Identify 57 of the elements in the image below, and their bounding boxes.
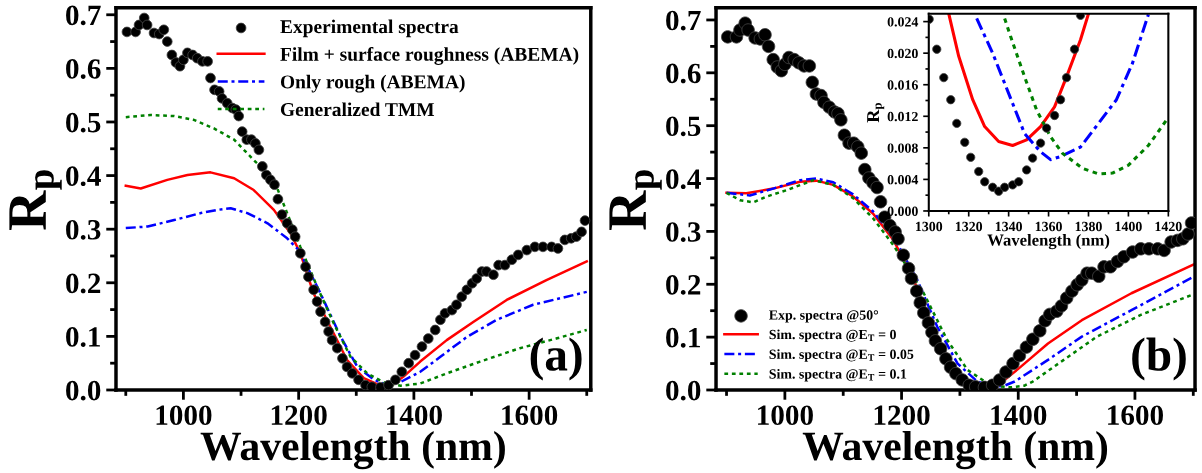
legend-label: Film + surface roughness (ABEMA) <box>280 46 579 65</box>
y-tick-label: 0.7 <box>66 5 101 26</box>
y-tick-label: 0.008 <box>887 143 918 153</box>
x-axis-title: Wavelength (nm) <box>802 431 1108 470</box>
x-axis-title: Wavelength (nm) <box>987 233 1110 250</box>
legend-label: Sim. spectra @E$_{T}$ = 0.1 <box>769 368 907 382</box>
x-tick-label: 1340 <box>995 221 1022 232</box>
x-tick-label: 1360 <box>1035 221 1062 232</box>
y-tick-label: 0.4 <box>66 166 101 187</box>
x-tick-label: 1600 <box>1108 405 1163 426</box>
y-tick-label: 0.0 <box>66 380 101 401</box>
y-axis-title: R$_{p}$ <box>867 103 885 123</box>
legend-label: Only rough (ABEMA) <box>280 74 465 93</box>
line-series <box>975 13 1150 162</box>
y-tick-label: 0.3 <box>666 222 701 242</box>
x-axis-title: Wavelength (nm) <box>200 431 505 470</box>
y-tick-label: 0.2 <box>66 273 101 294</box>
y-tick-label: 0.016 <box>887 80 918 90</box>
y-tick-label: 0.6 <box>666 63 701 84</box>
x-tick-label: 1400 <box>1115 221 1142 232</box>
y-axis-title: R$_{p}$ <box>609 170 662 230</box>
y-tick-label: 0.6 <box>66 59 101 79</box>
legend-label: Exp. spectra @50° <box>769 310 879 323</box>
x-tick-label: 1400 <box>991 405 1047 426</box>
legend-label: Experimental spectra <box>280 19 459 38</box>
y-tick-label: 0.1 <box>66 327 100 347</box>
y-tick-label: 0.4 <box>666 169 701 190</box>
y-tick-label: 0.020 <box>887 48 918 59</box>
y-tick-label: 0.7 <box>666 10 701 31</box>
y-tick-label: 0.012 <box>887 111 918 122</box>
x-tick-label: 1200 <box>271 405 327 426</box>
line-series <box>1003 16 1168 176</box>
y-tick-label: 0.1 <box>666 327 700 348</box>
y-tick-label: 0.0 <box>666 380 701 401</box>
x-tick-label: 1000 <box>156 405 212 426</box>
line-series <box>947 13 1091 147</box>
x-tick-label: 1400 <box>387 405 442 426</box>
annotation: (b) <box>1132 337 1186 381</box>
y-axis-title: R$_{p}$ <box>9 170 62 230</box>
x-tick-label: 1000 <box>758 405 813 426</box>
y-tick-label: 0.5 <box>666 116 701 137</box>
x-tick-label: 1200 <box>874 405 930 426</box>
annotation: (a) <box>530 337 582 381</box>
legend-label: Sim. spectra @E$_{T}$ = 0 <box>769 329 896 343</box>
x-tick-label: 1300 <box>916 221 943 232</box>
x-tick-label: 1380 <box>1075 221 1102 232</box>
y-tick-label: 0.024 <box>887 17 919 27</box>
legend-label: Generalized TMM <box>280 102 435 117</box>
y-tick-label: 0.000 <box>887 206 918 216</box>
y-tick-label: 0.3 <box>66 219 101 240</box>
x-tick-label: 1320 <box>955 221 983 232</box>
y-tick-label: 0.5 <box>66 112 101 133</box>
y-tick-label: 0.004 <box>887 174 919 185</box>
y-tick-label: 0.2 <box>666 274 701 295</box>
x-tick-label: 1420 <box>1155 221 1182 232</box>
x-tick-label: 1600 <box>502 405 558 426</box>
legend-label: Sim. spectra @E$_{T}$ = 0.05 <box>769 349 914 362</box>
